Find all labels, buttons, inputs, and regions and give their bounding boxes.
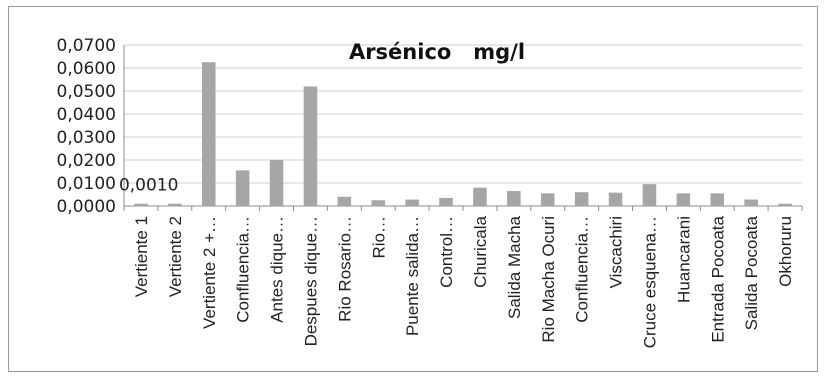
y-tick-label: 0,0100: [57, 174, 116, 194]
bar: [371, 200, 386, 206]
bar: [134, 203, 148, 206]
y-tick-label: 0,0300: [57, 128, 116, 148]
bar: [439, 197, 453, 206]
x-category-labels: Vertiente 1 Vertiente 2 Vertiente 2 +… Conf…: [132, 215, 795, 348]
y-tick-label: 0,0400: [57, 105, 116, 125]
x-category-label: Viscachiri: [607, 216, 626, 288]
bar: [337, 196, 352, 206]
x-category-label: Entrada Pocoata: [708, 215, 727, 342]
bar: [405, 199, 419, 206]
x-category-label: Vertiente 2: [166, 216, 185, 297]
y-tick-label: 0,0600: [57, 59, 116, 79]
bar: [676, 193, 691, 206]
x-category-label: Rio Rosario…: [335, 216, 354, 322]
y-tick-label: 0,0500: [57, 82, 116, 102]
x-category-label: Salida Macha: [505, 215, 524, 319]
y-tick-label: 0,0200: [57, 151, 116, 171]
bar: [269, 160, 284, 206]
x-category-label: Control…: [437, 216, 456, 288]
x-category-label: Antes dique…: [268, 216, 287, 323]
x-category-label: Puente salida…: [403, 216, 422, 336]
x-category-label: Confluencia…: [234, 216, 253, 323]
data-labels: 0,0010: [119, 176, 178, 196]
bar: [608, 192, 623, 206]
x-category-label: Huancarani: [674, 216, 693, 303]
bars: [134, 62, 792, 206]
chart-frame: 0,0000 0,0100 0,0200 0,0300 0,0400 0,0500 0,06…: [8, 6, 818, 372]
arsenic-bar-chart: 0,0000 0,0100 0,0200 0,0300 0,0400 0,0500 0,06…: [57, 36, 803, 348]
y-tick-label: 0,0000: [57, 197, 116, 217]
bar: [473, 187, 487, 206]
bar: [540, 193, 555, 206]
x-category-label: Despues dique…: [301, 216, 320, 346]
x-category-label: Okhoruru: [776, 216, 795, 287]
bar: [303, 86, 318, 206]
bar: [168, 203, 182, 206]
chart-title: Arsénico mg/l: [349, 40, 525, 64]
bar: [710, 193, 725, 206]
y-tick-labels: 0,0000 0,0100 0,0200 0,0300 0,0400 0,0500 0,06…: [57, 36, 116, 217]
x-category-label: Rio Macha Ocuri: [539, 216, 558, 343]
x-category-label: Salida Pocoata: [742, 215, 761, 330]
bar: [201, 62, 216, 206]
gridlines: [123, 44, 803, 211]
x-category-label: Vertiente 1: [132, 216, 151, 297]
x-category-label: Vertiente 2 +…: [200, 216, 219, 329]
data-label: 0,0010: [119, 176, 178, 196]
bar: [235, 170, 250, 206]
bar: [778, 203, 792, 206]
x-category-label: Cruce esquena…: [640, 216, 659, 348]
y-tick-label: 0,0700: [57, 36, 116, 56]
bar: [642, 184, 657, 206]
x-category-label: Confluencia…: [573, 216, 592, 323]
x-category-label: Rio…: [369, 216, 388, 259]
bar: [507, 191, 521, 206]
bar: [574, 192, 589, 206]
x-category-label: Churicala: [471, 215, 490, 287]
bar: [744, 199, 758, 206]
